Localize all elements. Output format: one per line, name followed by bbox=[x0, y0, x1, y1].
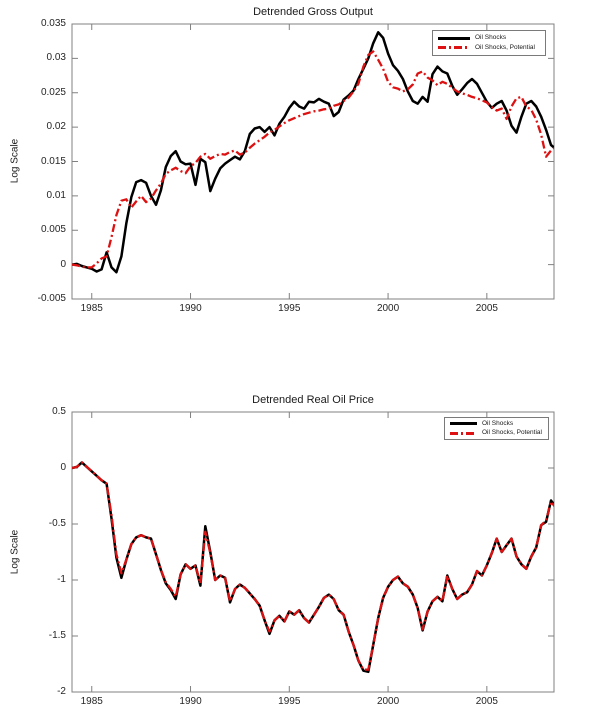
legend-label: Oil Shocks bbox=[482, 419, 514, 427]
x-tick-label: 1985 bbox=[80, 303, 103, 314]
y-tick-label: 0 bbox=[60, 462, 66, 473]
chart1-title: Detrended Gross Output bbox=[253, 6, 373, 18]
x-tick-label: 2000 bbox=[376, 696, 400, 707]
legend-item: Oil Shocks, Potential bbox=[450, 429, 543, 437]
x-tick-label: 1990 bbox=[179, 696, 202, 707]
axes-box bbox=[71, 411, 555, 693]
chart1-y-axis-label: Log Scale bbox=[9, 138, 21, 184]
y-tick-label: -0.5 bbox=[48, 518, 66, 529]
legend-label: Oil Shocks bbox=[475, 34, 507, 41]
chart2-legend: Oil Shocks Oil Shocks, Potential bbox=[444, 417, 549, 440]
y-tick-label: -0.005 bbox=[37, 293, 66, 304]
series-line-oil-shocks bbox=[72, 31, 554, 274]
y-tick-label: -1.5 bbox=[48, 630, 66, 641]
series-line-oil-shocks-potential bbox=[72, 50, 554, 269]
chart1-legend: Oil Shocks Oil Shocks, Potential bbox=[432, 30, 546, 56]
solid-line-swatch bbox=[450, 422, 477, 426]
y-tick-label: 0.01 bbox=[46, 189, 66, 201]
y-tick-label: 0.035 bbox=[40, 18, 66, 29]
legend-item: Oil Shocks bbox=[438, 34, 540, 42]
y-tick-label: 0 bbox=[60, 258, 66, 270]
x-tick-label: 2000 bbox=[376, 303, 400, 314]
series-line-oil-shocks bbox=[72, 461, 554, 674]
x-tick-label: 1995 bbox=[278, 696, 301, 707]
legend-label: Oil Shocks, Potential bbox=[475, 43, 535, 51]
legend-label: Oil Shocks, Potential bbox=[482, 429, 542, 436]
y-tick-label: 0.015 bbox=[40, 155, 66, 167]
y-tick-label: 0.03 bbox=[46, 52, 66, 64]
legend-item: Oil Shocks, Potential bbox=[438, 43, 540, 52]
x-tick-label: 2005 bbox=[475, 696, 498, 707]
series-line-oil-shocks-potential bbox=[72, 461, 554, 671]
y-tick-label: 0.005 bbox=[40, 224, 66, 236]
legend-item: Oil Shocks bbox=[450, 419, 543, 428]
y-tick-label: 0.025 bbox=[40, 86, 66, 98]
chart2-y-axis-label: Log Scale bbox=[9, 529, 21, 575]
axes-box bbox=[71, 23, 555, 300]
solid-line-swatch bbox=[438, 36, 470, 40]
chart2-title: Detrended Real Oil Price bbox=[252, 394, 374, 406]
x-tick-label: 1995 bbox=[278, 303, 301, 314]
y-tick-label: -1 bbox=[57, 574, 66, 585]
dash-dot-line-swatch bbox=[438, 46, 470, 50]
x-tick-label: 1990 bbox=[179, 303, 202, 314]
dash-dot-line-swatch bbox=[450, 431, 477, 435]
y-tick-label: -2 bbox=[57, 686, 66, 697]
x-tick-label: 1985 bbox=[80, 696, 103, 707]
x-tick-label: 2005 bbox=[475, 303, 498, 314]
y-tick-label: 0.5 bbox=[52, 406, 66, 417]
y-tick-label: 0.02 bbox=[46, 121, 66, 133]
